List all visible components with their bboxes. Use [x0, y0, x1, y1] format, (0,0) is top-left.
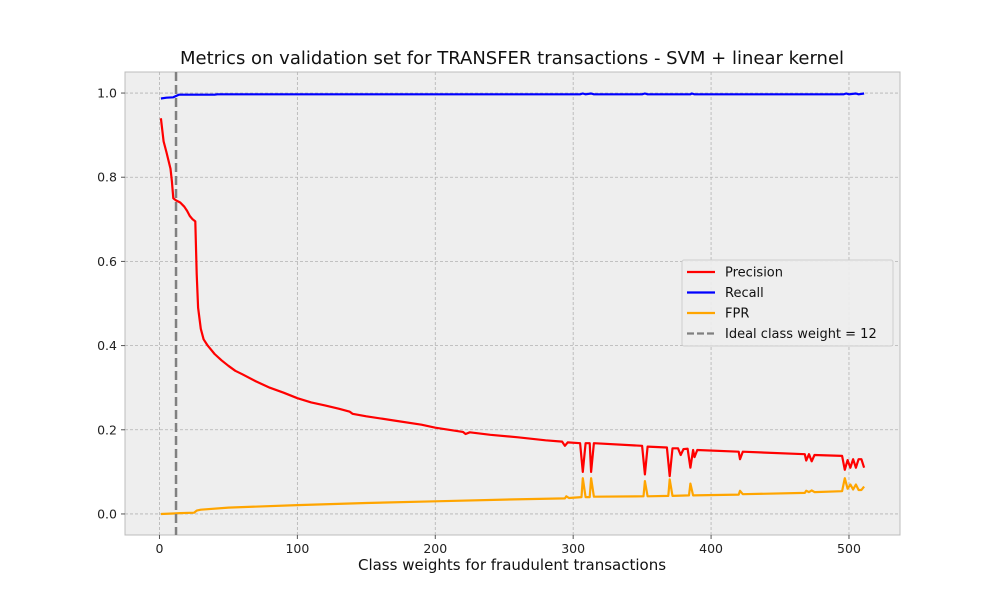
y-tick-label: 1.0 — [97, 86, 117, 101]
x-tick-label: 200 — [423, 541, 447, 556]
y-tick-label: 0.0 — [97, 506, 117, 521]
x-axis-label: Class weights for fraudulent transaction… — [358, 556, 666, 574]
y-tick-label: 0.8 — [97, 170, 117, 185]
series-line-precision — [159, 118, 866, 478]
legend-label-precision: Precision — [725, 266, 783, 281]
x-tick-label: 300 — [561, 541, 585, 556]
series-line-fpr — [160, 477, 865, 516]
y-tick-label: 0.4 — [97, 338, 117, 353]
ticks: 0 100 200 300 400 500 0.0 0.2 0.4 0.6 0.8 1.0 — [97, 86, 861, 556]
series-line-recall — [160, 92, 865, 100]
legend: Precision Recall FPR Ideal class weight = 1… — [681, 259, 894, 347]
x-tick-label: 0 — [155, 541, 163, 556]
chart-title: Metrics on validation set for TRANSFER t… — [180, 48, 844, 69]
y-tick-label: 0.6 — [97, 254, 117, 269]
x-tick-label: 100 — [285, 541, 309, 556]
x-tick-label: 500 — [837, 541, 861, 556]
series-layer — [159, 72, 866, 535]
legend-box — [681, 259, 894, 347]
x-tick-label: 400 — [699, 541, 723, 556]
y-tick-label: 0.2 — [97, 422, 117, 437]
legend-label-ideal-class-weight-12: Ideal class weight = 12 — [725, 327, 877, 342]
legend-label-recall: Recall — [725, 286, 764, 301]
legend-label-fpr: FPR — [725, 307, 749, 322]
